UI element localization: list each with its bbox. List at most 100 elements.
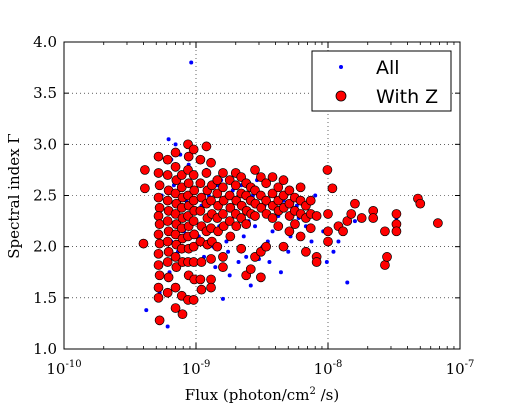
data-point-all: [220, 296, 225, 301]
data-point-with-z: [195, 154, 206, 165]
data-point-with-z: [261, 195, 272, 206]
data-point-with-z: [323, 226, 333, 237]
data-point-with-z: [206, 282, 216, 293]
data-point-with-z: [311, 211, 322, 221]
data-point-with-z: [140, 183, 150, 194]
data-point-with-z: [176, 170, 187, 180]
data-point-all: [336, 239, 341, 244]
data-point-all: [267, 260, 272, 265]
data-point-all: [244, 254, 249, 259]
data-point-with-z: [188, 170, 199, 180]
y-tick-label: 1.5: [33, 289, 57, 307]
data-point-all: [173, 142, 178, 147]
data-point-with-z: [224, 190, 235, 201]
data-point-with-z: [153, 260, 164, 270]
data-point-with-z: [218, 252, 228, 262]
legend-label-all: All: [376, 57, 400, 79]
data-point-all: [224, 239, 229, 244]
data-point-with-z: [338, 226, 348, 237]
data-point-with-z: [212, 241, 223, 252]
data-point-with-z: [212, 175, 223, 185]
data-point-with-z: [162, 154, 173, 165]
data-point-with-z: [206, 254, 216, 264]
data-point-with-z: [295, 231, 306, 242]
data-point-with-z: [284, 185, 295, 196]
legend-marker-all: [339, 65, 343, 69]
data-point-with-z: [218, 182, 228, 193]
data-point-with-z: [261, 178, 272, 189]
data-point-with-z: [267, 172, 278, 182]
data-point-with-z: [154, 270, 165, 281]
data-point-all: [144, 308, 149, 313]
x-tick-exponent: -9: [201, 359, 211, 370]
data-point-all: [248, 283, 253, 288]
data-point-with-z: [188, 295, 199, 305]
data-point-all: [278, 270, 283, 275]
data-point-with-z: [153, 229, 164, 240]
data-point-with-z: [323, 209, 333, 219]
data-point-with-z: [225, 202, 236, 213]
legend-label-with-z: With Z: [376, 86, 438, 108]
data-point-all: [345, 280, 350, 285]
x-axis-label: Flux (photon/cm2 /s): [185, 386, 339, 404]
data-point-with-z: [230, 180, 241, 191]
y-tick-label: 3.0: [33, 135, 57, 153]
data-point-all: [227, 273, 232, 278]
data-point-with-z: [153, 211, 164, 221]
data-point-with-z: [201, 141, 212, 152]
series-with-z: [138, 139, 443, 326]
data-point-with-z: [356, 213, 367, 223]
legend: All With Z: [311, 50, 452, 112]
data-point-with-z: [231, 221, 242, 232]
data-point-with-z: [170, 282, 181, 293]
data-point-with-z: [218, 168, 228, 178]
data-point-with-z: [322, 165, 333, 175]
x-axis-label-superscript: 2: [309, 386, 315, 397]
data-point-with-z: [170, 147, 181, 158]
data-point-with-z: [188, 216, 199, 226]
data-point-with-z: [154, 315, 165, 326]
data-point-with-z: [196, 284, 207, 295]
data-point-with-z: [162, 195, 173, 206]
data-point-with-z: [154, 202, 165, 213]
data-point-with-z: [153, 248, 164, 259]
data-point-with-z: [153, 168, 164, 178]
data-point-with-z: [290, 219, 300, 230]
data-point-with-z: [206, 195, 216, 206]
data-point-all: [253, 224, 258, 229]
data-point-with-z: [224, 216, 235, 226]
data-point-with-z: [162, 216, 173, 226]
data-point-with-z: [154, 238, 165, 249]
data-point-with-z: [284, 198, 295, 209]
data-point-all: [236, 260, 241, 265]
data-point-with-z: [267, 213, 278, 223]
y-tick-label: 3.5: [33, 84, 57, 102]
data-point-with-z: [163, 246, 174, 257]
data-point-with-z: [140, 165, 150, 175]
y-tick-label: 2.5: [33, 187, 57, 205]
data-point-with-z: [311, 257, 322, 267]
data-point-with-z: [162, 257, 173, 267]
data-point-all: [270, 229, 275, 234]
data-point-with-z: [162, 236, 173, 247]
data-point-all: [309, 239, 314, 244]
data-point-all: [165, 324, 170, 329]
legend-marker-with-z: [335, 90, 347, 102]
data-point-with-z: [273, 221, 284, 232]
x-tick-exponent: -7: [465, 359, 475, 370]
data-point-with-z: [415, 198, 426, 209]
data-point-all: [313, 193, 318, 198]
data-point-all: [352, 219, 357, 224]
data-point-with-z: [225, 231, 236, 242]
data-point-all: [286, 249, 291, 254]
data-point-with-z: [382, 252, 392, 262]
data-point-with-z: [195, 178, 206, 189]
data-point-with-z: [284, 226, 295, 237]
data-point-with-z: [327, 183, 338, 194]
data-point-with-z: [195, 206, 206, 216]
data-point-with-z: [153, 292, 164, 303]
data-point-with-z: [350, 198, 360, 209]
data-point-with-z: [261, 241, 272, 252]
data-point-all: [213, 265, 218, 270]
